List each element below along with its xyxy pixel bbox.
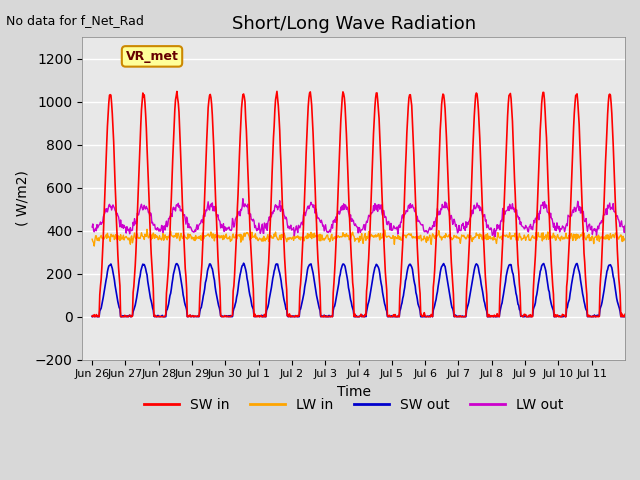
- Text: No data for f_Net_Rad: No data for f_Net_Rad: [6, 14, 144, 27]
- Title: Short/Long Wave Radiation: Short/Long Wave Radiation: [232, 15, 476, 33]
- Text: VR_met: VR_met: [125, 50, 179, 63]
- Y-axis label: ( W/m2): ( W/m2): [15, 170, 29, 227]
- X-axis label: Time: Time: [337, 385, 371, 399]
- Legend: SW in, LW in, SW out, LW out: SW in, LW in, SW out, LW out: [138, 392, 569, 417]
